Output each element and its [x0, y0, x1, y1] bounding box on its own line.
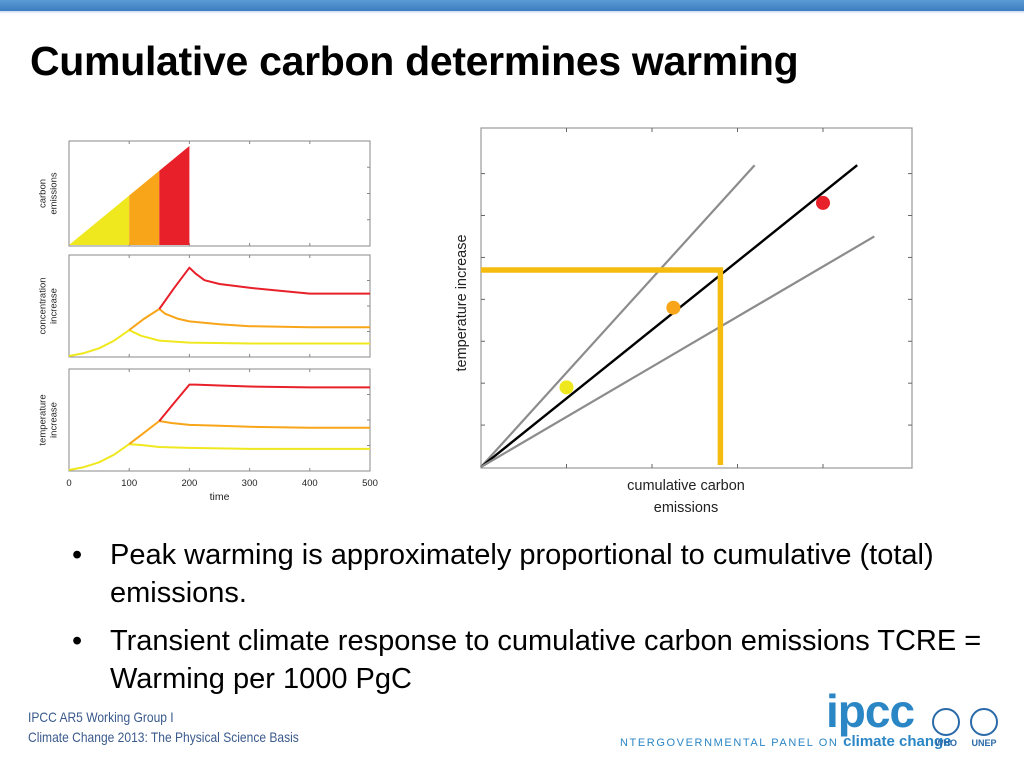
tcre-range-line — [480, 235, 875, 468]
series-line-red — [158, 383, 370, 422]
panel-bottom: temperature increase 0 100 200 300 400 500 time — [38, 368, 378, 503]
panel-frame — [68, 254, 371, 358]
tcre-range-line — [480, 164, 756, 468]
cumulative-carbon-chart: temperature increase cumulative carbon emi… — [454, 127, 913, 516]
ylabel-line: increase — [49, 288, 60, 324]
footer-line-1: IPCC AR5 Working Group I — [28, 709, 174, 725]
panel-ylabel: temperature increase — [38, 394, 60, 445]
ipcc-tagline: NTERGOVERNMENTAL PANEL ON climate change — [620, 733, 952, 750]
ylabel-line: emissions — [49, 172, 60, 214]
tagline-prefix: NTERGOVERNMENTAL PANEL ON — [620, 737, 839, 749]
x-axis-label-line: emissions — [654, 500, 718, 516]
who-label: WHO — [935, 738, 957, 748]
slide-title: Cumulative carbon determines warming — [30, 38, 799, 84]
data-point-yellow — [559, 380, 574, 395]
series-line-orange — [128, 308, 370, 331]
bullet-list: • Peak warming is approximately proporti… — [72, 536, 1002, 708]
tagline-emphasis: climate change — [843, 733, 952, 750]
ylabel-line: carbon — [38, 179, 49, 208]
unep-logo: UNEP — [966, 708, 1002, 748]
footer-citation: IPCC AR5 Working Group I Climate Change … — [28, 707, 343, 747]
emission-area-yellow — [69, 195, 130, 245]
series-line-yellow — [68, 443, 370, 471]
emission-area-red — [159, 146, 190, 245]
bullet-item: • Transient climate response to cumulati… — [72, 622, 1002, 698]
unep-label: UNEP — [971, 738, 997, 748]
tcre-line — [480, 164, 858, 468]
panel-middle: concentration increase — [38, 254, 371, 358]
emission-area-orange — [129, 170, 160, 245]
who-emblem-icon — [932, 708, 960, 736]
ylabel-line: temperature — [38, 394, 49, 445]
bullet-text: Peak warming is approximately proportion… — [110, 539, 934, 609]
ylabel-line: concentration — [38, 277, 49, 334]
chart-frame — [480, 127, 913, 469]
x-tick-label: 300 — [242, 478, 258, 489]
x-tick-label: 200 — [181, 478, 197, 489]
bullet-text: Transient climate response to cumulative… — [110, 625, 982, 695]
panel-ylabel: concentration increase — [38, 277, 60, 334]
footer-line-2: Climate Change 2013: The Physical Scienc… — [28, 729, 299, 745]
ipcc-logo: ipcc — [826, 685, 915, 737]
who-logo: WHO — [928, 708, 964, 748]
y-axis-label-group: temperature increase — [454, 234, 470, 371]
top-accent-shadow — [0, 11, 1024, 14]
ylabel-line: increase — [49, 402, 60, 438]
data-point-red — [816, 195, 830, 210]
bullet-marker: • — [72, 625, 83, 657]
guide-line — [481, 267, 724, 465]
data-point-orange — [666, 300, 681, 315]
bullet-marker: • — [72, 539, 83, 571]
y-axis-label: temperature increase — [454, 234, 470, 371]
x-axis-label: time — [210, 491, 230, 503]
series-line-yellow — [68, 329, 370, 357]
x-axis-label-line: cumulative carbon — [627, 478, 745, 494]
series-line-red — [158, 266, 370, 310]
bullet-item: • Peak warming is approximately proporti… — [72, 536, 1002, 612]
x-tick-label: 100 — [121, 478, 137, 489]
series-line-orange — [128, 420, 370, 445]
x-tick-label: 400 — [302, 478, 318, 489]
panel-top: carbon emissions — [38, 140, 371, 247]
panel-ylabel: carbon emissions — [38, 172, 60, 214]
x-tick-label: 500 — [362, 478, 378, 489]
top-accent-bar — [0, 0, 1024, 11]
x-tick-label: 0 — [66, 478, 71, 489]
unep-emblem-icon — [970, 708, 998, 736]
